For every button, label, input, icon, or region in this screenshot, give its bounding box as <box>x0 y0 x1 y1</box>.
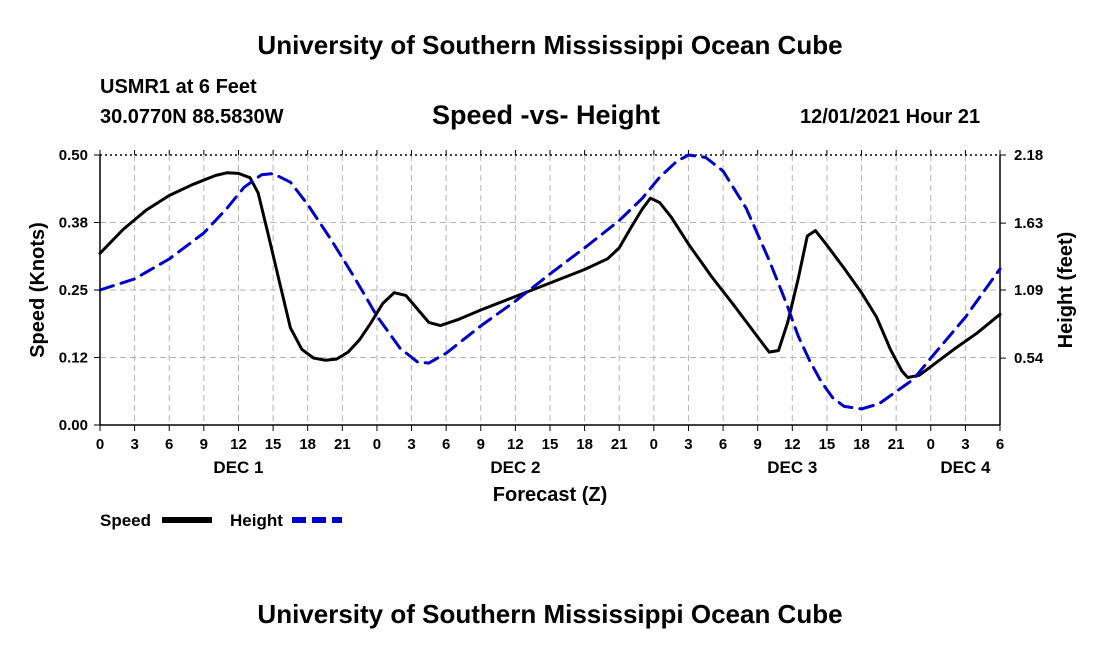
x-tick-label: 3 <box>130 436 138 453</box>
coordinates-label: 30.0770N 88.5830W <box>100 106 284 128</box>
x-tick-label: 6 <box>442 436 450 453</box>
page-title: University of Southern Mississippi Ocean… <box>257 30 843 60</box>
legend-label-speed: Speed <box>100 511 151 530</box>
legend-label-height: Height <box>230 511 283 530</box>
x-tick-label: 3 <box>684 436 692 453</box>
y-right-tick-label: 1.09 <box>1014 282 1043 299</box>
x-tick-label: 15 <box>265 436 282 453</box>
x-tick-label: 3 <box>961 436 969 453</box>
x-tick-label: 15 <box>542 436 559 453</box>
chart-title: Speed -vs- Height <box>432 100 661 130</box>
x-tick-label: 3 <box>407 436 415 453</box>
x-tick-label: 0 <box>650 436 658 453</box>
series-line-height <box>98 153 1002 411</box>
series-line-speed <box>98 171 1002 379</box>
station-label: USMR1 at 6 Feet <box>100 76 257 98</box>
x-tick-label: 9 <box>754 436 762 453</box>
y-right-axis-title: Height (feet) <box>1055 232 1077 349</box>
y-left-axis-title: Speed (Knots) <box>27 222 49 358</box>
x-tick-label: 18 <box>576 436 593 453</box>
y-left-tick-label: 0.50 <box>59 147 88 164</box>
x-tick-label: 12 <box>230 436 247 453</box>
x-tick-label: 21 <box>888 436 905 453</box>
x-tick-label: 6 <box>165 436 173 453</box>
x-tick-label: 12 <box>507 436 524 453</box>
x-tick-label: 6 <box>719 436 727 453</box>
x-tick-label: 9 <box>477 436 485 453</box>
y-left-tick-label: 0.25 <box>59 282 88 299</box>
x-tick-label: 9 <box>200 436 208 453</box>
x-axis-title: Forecast (Z) <box>493 484 607 506</box>
x-tick-label: 0 <box>96 436 104 453</box>
day-label: DEC 4 <box>940 458 991 477</box>
x-tick-label: 0 <box>373 436 381 453</box>
day-label: DEC 3 <box>767 458 817 477</box>
x-tick-label: 21 <box>334 436 351 453</box>
y-left-tick-label: 0.12 <box>59 350 88 367</box>
x-tick-label: 0 <box>927 436 935 453</box>
x-tick-label: 12 <box>784 436 801 453</box>
speed-height-chart: 0 3 6 9 12 15 18 21 0 3 6 9 12 15 18 21 0 3 6 9 12 15 18 21 0 3 6 0… <box>27 147 1077 530</box>
y-right-tick-label: 2.18 <box>1014 147 1043 164</box>
x-tick-label: 6 <box>996 436 1004 453</box>
forecast-datetime: 12/01/2021 Hour 21 <box>800 106 981 128</box>
day-label: DEC 1 <box>213 458 263 477</box>
y-left-tick-label: 0.00 <box>59 417 88 434</box>
footer-title: University of Southern Mississippi Ocean… <box>257 599 843 629</box>
y-right-tick-label: 1.63 <box>1014 215 1043 232</box>
x-tick-label: 15 <box>819 436 836 453</box>
day-label: DEC 2 <box>490 458 540 477</box>
y-left-tick-label: 0.38 <box>59 215 88 232</box>
x-tick-label: 18 <box>299 436 316 453</box>
y-right-tick-label: 0.54 <box>1014 350 1044 367</box>
x-tick-label: 21 <box>611 436 628 453</box>
x-tick-label: 18 <box>853 436 870 453</box>
